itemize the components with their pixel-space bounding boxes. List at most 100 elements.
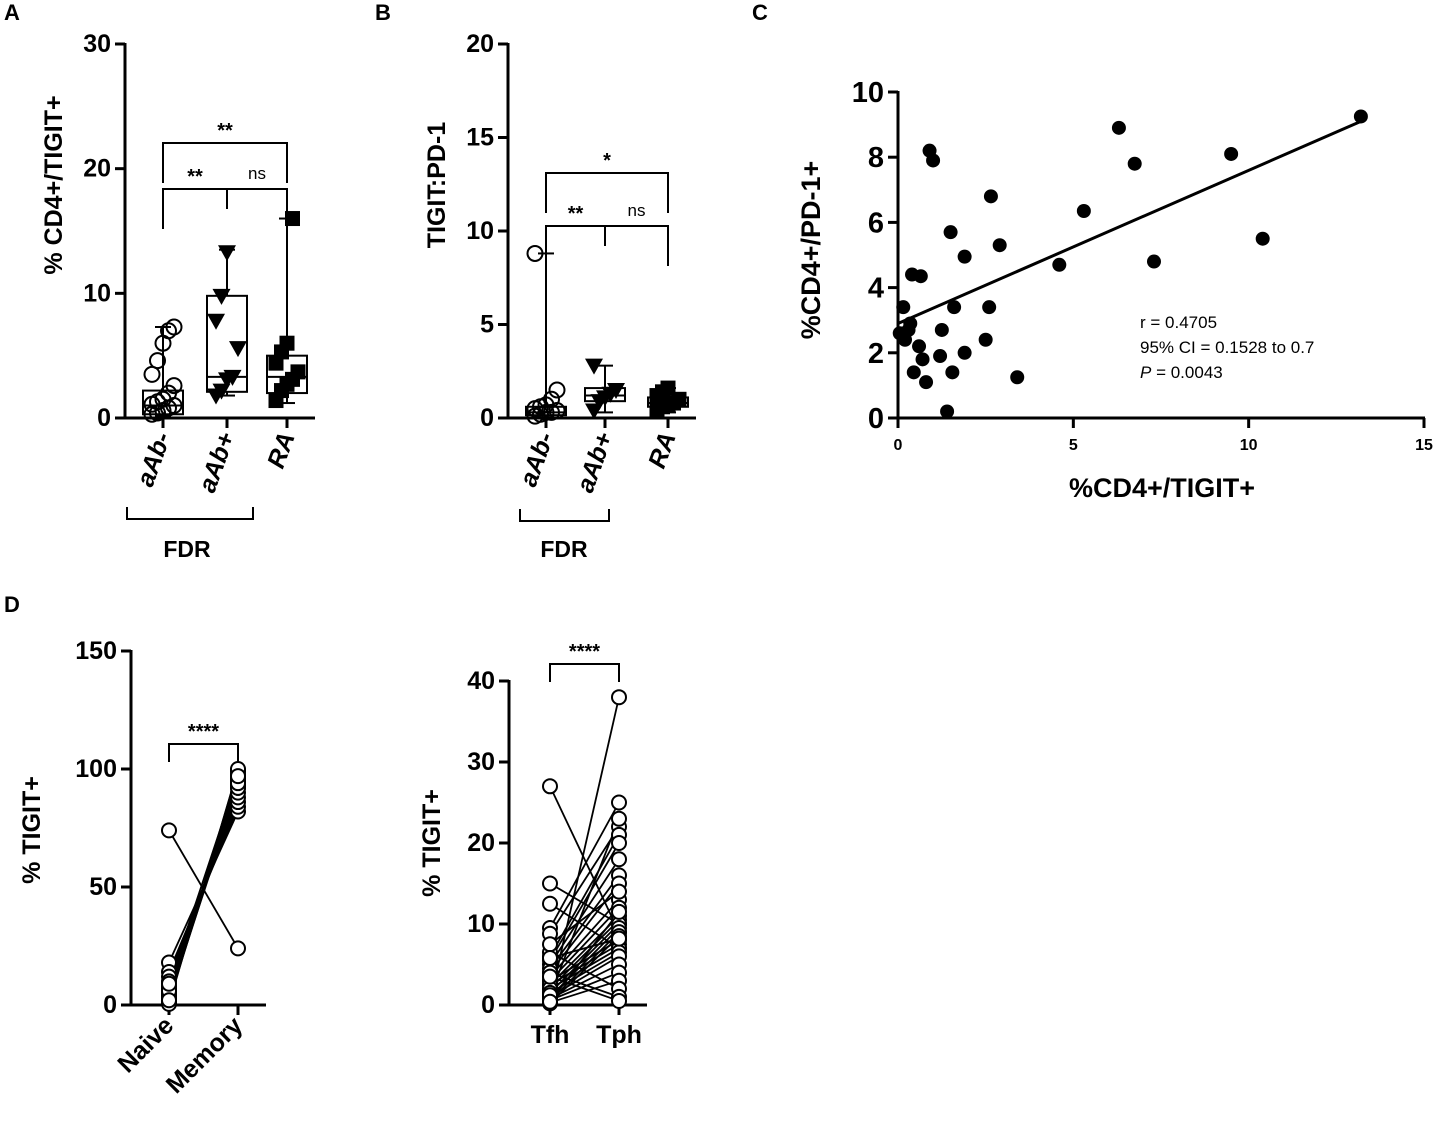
chart-c-point xyxy=(933,349,948,364)
chart-a-point xyxy=(212,383,231,400)
chart-d2-pair-line xyxy=(549,907,620,982)
chart-d2-point xyxy=(611,883,627,900)
chart-d2-pair-line xyxy=(549,911,620,1003)
chart-a-sig-label: ** xyxy=(187,166,203,188)
chart-d2-pair-line xyxy=(549,971,620,998)
chart-a-group-label: FDR xyxy=(163,536,211,562)
chart-c-point xyxy=(1111,120,1126,135)
chart-a-sig-bracket xyxy=(226,188,288,229)
chart-c-point xyxy=(906,365,921,380)
chart-b-point xyxy=(537,396,555,414)
chart-b-xtick-label: RA xyxy=(643,428,682,472)
chart-b-point xyxy=(526,244,544,262)
chart-d2-pair-line xyxy=(549,842,620,961)
chart-a-sig-bracket xyxy=(162,188,228,229)
chart-b-ylabel: TIGIT:PD-1 xyxy=(423,122,451,248)
chart-c-point xyxy=(1076,203,1091,218)
chart-d2-ytick-label: 40 xyxy=(467,667,495,695)
chart-d2-point xyxy=(611,689,627,706)
chart-d2-ylabel: % TIGIT+ xyxy=(418,789,446,897)
chart-d2-pair-line xyxy=(549,802,620,929)
chart-d2-pair-line xyxy=(549,937,620,959)
chart-a-xtick-label: aAb- xyxy=(131,428,176,490)
chart-d2-ytick-label: 0 xyxy=(481,991,495,1019)
chart-d2-sig-bracket xyxy=(549,663,620,682)
chart-b-point xyxy=(607,382,625,399)
chart-b-ytick-label: 5 xyxy=(480,311,494,339)
chart-a-point xyxy=(279,335,295,351)
chart-d2-pair-line xyxy=(549,785,620,933)
chart-c-annotation-p: P = 0.0043 xyxy=(1140,363,1223,382)
chart-b-point xyxy=(548,381,566,399)
chart-c: %CD4+/PD-1+ %CD4+/TIGIT+ r = 0.4705 95% … xyxy=(796,77,1433,503)
chart-c-point xyxy=(1127,156,1142,171)
chart-d1-ytick-label: 100 xyxy=(75,755,117,783)
chart-d1-point xyxy=(161,975,177,992)
chart-d2-pair-line xyxy=(549,943,620,986)
chart-d2: % TIGIT+ 0 10 20 30 40 Tfh Tph **** xyxy=(418,641,647,1049)
chart-a-point xyxy=(165,318,183,336)
chart-d2-pair-line xyxy=(549,979,620,1004)
chart-c-point xyxy=(947,300,962,315)
chart-c-xlabel: %CD4+/TIGIT+ xyxy=(1069,473,1255,503)
chart-d2-ytick-label: 20 xyxy=(467,829,495,857)
chart-c-ytick-label: 4 xyxy=(868,273,884,305)
chart-d2-point xyxy=(611,835,627,851)
chart-a-point xyxy=(207,313,225,330)
chart-d2-pair-line xyxy=(549,902,620,950)
chart-d2-pair-line xyxy=(549,947,620,990)
chart-d1-point xyxy=(230,940,246,957)
chart-d1-point xyxy=(230,768,246,785)
chart-d1-xtick-label: Memory xyxy=(161,1011,249,1099)
chart-b-group-label: FDR xyxy=(540,536,588,562)
chart-d1-ytick-label: 50 xyxy=(89,873,117,901)
chart-c-xtick-label: 10 xyxy=(1240,437,1258,454)
chart-d2-point xyxy=(542,875,558,892)
chart-a-point xyxy=(229,341,247,358)
chart-a-point xyxy=(218,245,236,262)
chart-d2-point xyxy=(542,968,558,985)
chart-c-ytick-label: 2 xyxy=(868,338,884,370)
chart-a-xtick-label: RA xyxy=(262,428,301,472)
panel-label-d: D xyxy=(4,592,20,617)
chart-d2-point xyxy=(611,930,627,947)
chart-d2-point xyxy=(542,936,558,953)
chart-d2-point xyxy=(611,794,627,811)
chart-d1-ytick-label: 0 xyxy=(103,991,117,1019)
chart-d2-point xyxy=(611,851,627,868)
chart-c-point xyxy=(1052,257,1067,272)
panel-label-b: B xyxy=(375,0,391,25)
chart-d2-pair-line xyxy=(549,890,620,945)
chart-a-ytick-label: 10 xyxy=(83,279,111,307)
chart-b-sig-bracket xyxy=(604,225,669,266)
chart-d2-pair-line xyxy=(549,955,620,998)
chart-b-xtick-label: aAb- xyxy=(514,428,559,490)
chart-a-point xyxy=(212,288,231,305)
chart-a-point xyxy=(290,364,306,380)
chart-d1-ytick-label: 150 xyxy=(75,637,117,665)
chart-b-sig-bracket xyxy=(545,172,669,213)
chart-a-sig-bracket xyxy=(162,142,288,183)
chart-c-point xyxy=(1353,109,1368,124)
chart-c-point xyxy=(912,339,927,354)
chart-b-ytick-label: 0 xyxy=(480,404,494,432)
chart-c-ytick-label: 6 xyxy=(868,207,884,239)
chart-a-point xyxy=(223,369,242,386)
chart-b-sig-label: * xyxy=(603,150,611,172)
chart-c-point xyxy=(940,404,955,419)
panel-label-a: A xyxy=(4,0,20,25)
chart-d2-point xyxy=(542,778,558,795)
chart-d2-pair-line xyxy=(549,939,620,982)
chart-d2-sig-label: **** xyxy=(569,641,600,663)
chart-d2-ytick-label: 10 xyxy=(467,910,495,938)
chart-c-point xyxy=(915,352,930,367)
chart-c-point xyxy=(943,225,958,240)
chart-d1-point xyxy=(161,822,177,839)
chart-a-point xyxy=(165,377,183,395)
chart-d2-point xyxy=(611,903,627,920)
chart-a-sig-label: ** xyxy=(217,120,233,142)
chart-c-point xyxy=(934,322,949,337)
chart-c-point xyxy=(903,316,918,331)
